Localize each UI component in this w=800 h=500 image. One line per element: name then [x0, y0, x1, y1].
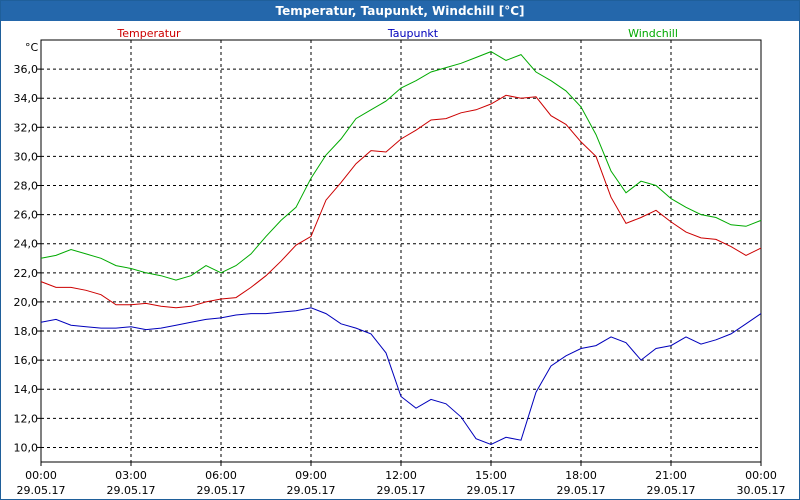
y-tick-label: 12,0: [14, 412, 39, 425]
x-tick-time: 15:00: [475, 469, 507, 482]
x-tick-date: 29.05.17: [467, 484, 516, 497]
series-line-taupunkt: [40, 307, 762, 446]
y-tick-label: 34,0: [14, 92, 39, 105]
gridlines: [41, 40, 761, 462]
series-line-windchill: [40, 51, 762, 281]
y-tick-label: 22,0: [14, 267, 39, 280]
y-tick-label: 18,0: [14, 325, 39, 338]
series-lines: [40, 51, 762, 446]
y-axis-ticks: 10,0 12,0 14,0 16,0 18,0 20,0 22,0 24,0 26,0 28,0…: [14, 63, 41, 454]
y-tick-label: 20,0: [14, 296, 39, 309]
x-tick-time: 12:00: [385, 469, 417, 482]
x-tick-time: 00:00: [25, 469, 57, 482]
legend-taupunkt: Taupunkt: [387, 27, 439, 40]
y-tick-label: 30,0: [14, 150, 39, 163]
legend-windchill: Windchill: [628, 27, 678, 40]
y-tick-label: 14,0: [14, 383, 39, 396]
x-tick-time: 06:00: [205, 469, 237, 482]
x-tick-date: 29.05.17: [557, 484, 606, 497]
x-tick-time: 21:00: [655, 469, 687, 482]
series-line-temperatur: [40, 94, 762, 309]
x-tick-time: 09:00: [295, 469, 327, 482]
legend: Temperatur Taupunkt Windchill: [116, 27, 678, 40]
y-tick-label: 32,0: [14, 121, 39, 134]
x-tick-time: 18:00: [565, 469, 597, 482]
x-axis-ticks: 00:00 29.05.17 03:00 29.05.17 06:00 29.05.17 0…: [17, 462, 786, 497]
legend-temperatur: Temperatur: [116, 27, 181, 40]
x-tick-date: 29.05.17: [197, 484, 246, 497]
y-tick-label: 24,0: [14, 238, 39, 251]
x-tick-date: 29.05.17: [377, 484, 426, 497]
x-tick-date: 30.05.17: [737, 484, 786, 497]
x-tick-time: 03:00: [115, 469, 147, 482]
y-axis-unit: °C: [25, 41, 39, 54]
x-tick-date: 29.05.17: [107, 484, 156, 497]
x-tick-date: 29.05.17: [17, 484, 66, 497]
chart-title: Temperatur, Taupunkt, Windchill [°C]: [1, 1, 799, 21]
y-tick-label: 28,0: [14, 180, 39, 193]
y-tick-label: 10,0: [14, 441, 39, 454]
x-tick-date: 29.05.17: [287, 484, 336, 497]
y-tick-label: 26,0: [14, 209, 39, 222]
y-tick-label: 36,0: [14, 63, 39, 76]
x-tick-time: 00:00: [745, 469, 777, 482]
x-tick-date: 29.05.17: [647, 484, 696, 497]
y-tick-label: 16,0: [14, 354, 39, 367]
